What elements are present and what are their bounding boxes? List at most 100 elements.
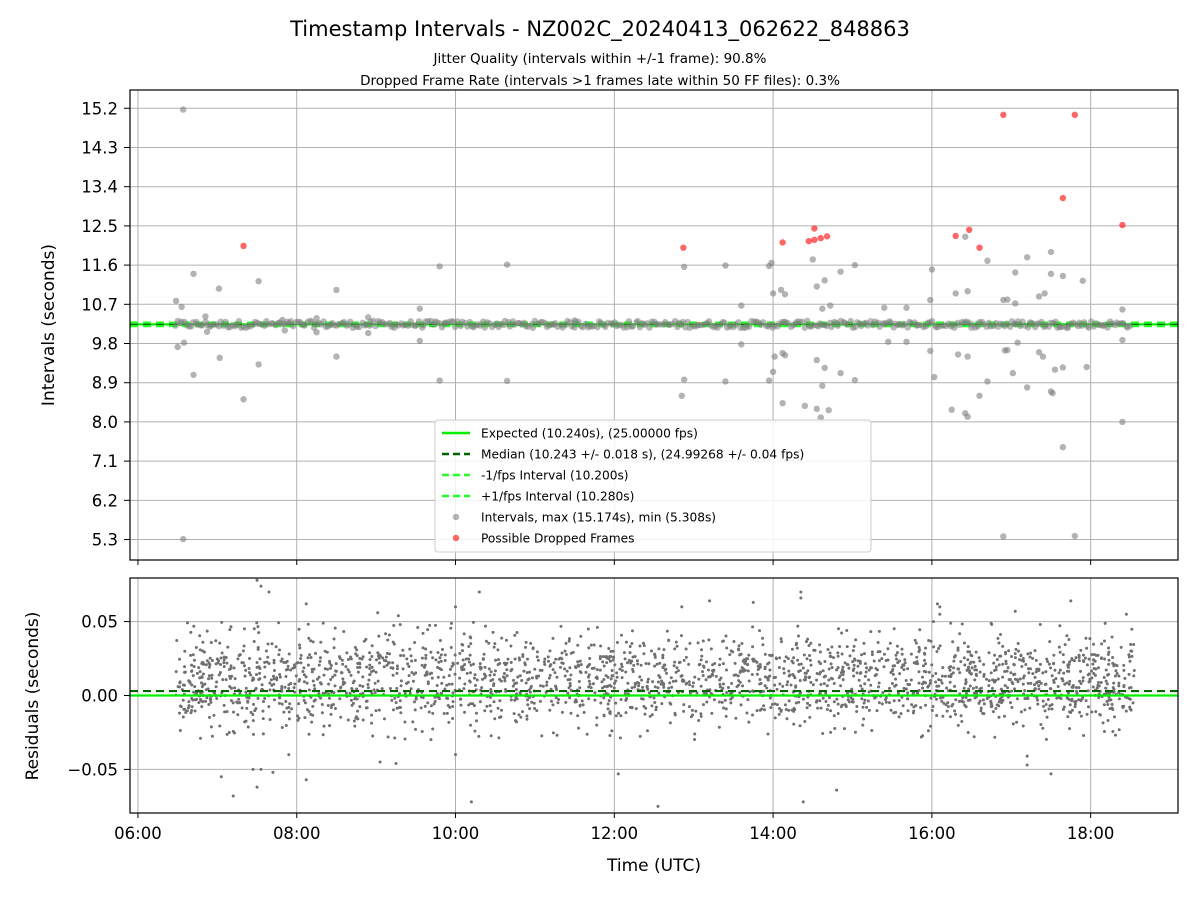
residual-point <box>304 602 308 606</box>
residual-point <box>1021 682 1025 686</box>
residual-point <box>321 733 325 737</box>
residual-point <box>543 662 547 666</box>
residual-point <box>611 674 615 678</box>
residual-point <box>333 684 337 688</box>
residual-point <box>911 711 915 715</box>
residual-point <box>370 713 374 717</box>
residual-point <box>409 687 413 691</box>
interval-point <box>436 263 443 270</box>
residual-point <box>548 708 552 712</box>
residual-point <box>962 656 966 660</box>
residual-point <box>866 699 870 703</box>
residual-point <box>555 675 559 679</box>
residual-point <box>545 680 549 684</box>
residual-point <box>429 738 433 742</box>
residual-point <box>1026 652 1030 656</box>
residual-point <box>848 654 852 658</box>
interval-point <box>813 356 820 364</box>
residual-point <box>268 688 272 692</box>
residual-point <box>682 679 686 683</box>
x-axis-label: Time (UTC) <box>606 856 701 876</box>
residual-point <box>371 669 375 673</box>
residual-point <box>758 682 762 686</box>
interval-point <box>771 353 778 360</box>
residual-point <box>531 646 535 650</box>
residual-point <box>498 716 502 720</box>
residual-point <box>1016 678 1020 682</box>
residual-point <box>992 669 996 673</box>
residual-point <box>1017 649 1021 653</box>
residual-point <box>739 652 743 656</box>
residual-point <box>312 699 316 703</box>
residual-point <box>467 660 471 664</box>
interval-point <box>837 268 844 275</box>
residual-point <box>403 737 407 741</box>
residual-point <box>453 672 457 676</box>
residual-point <box>1026 681 1030 685</box>
residual-point <box>1044 670 1048 674</box>
residual-point <box>623 657 627 661</box>
residual-point <box>998 633 1002 637</box>
residual-point <box>430 676 434 680</box>
residual-point <box>1081 653 1085 657</box>
interval-point <box>903 304 910 311</box>
interval-point <box>1035 349 1043 356</box>
residual-point <box>568 677 572 681</box>
residual-point <box>516 675 520 679</box>
residual-point <box>1023 708 1027 712</box>
residual-point <box>808 658 812 662</box>
residual-point <box>223 710 227 714</box>
residual-point <box>896 661 900 665</box>
residual-point <box>1049 666 1053 670</box>
residual-point <box>954 698 958 702</box>
residual-point <box>1094 667 1098 671</box>
residual-point <box>625 697 629 701</box>
residual-point <box>855 710 859 714</box>
residual-point <box>804 675 808 679</box>
residual-point <box>965 668 969 672</box>
residual-point <box>207 715 211 719</box>
residual-point <box>795 641 799 645</box>
residual-point <box>355 687 359 691</box>
residual-point <box>540 734 544 738</box>
residual-point <box>921 686 925 690</box>
residual-point <box>218 670 222 674</box>
residual-point <box>1107 672 1111 676</box>
residual-point <box>436 651 440 655</box>
residual-point <box>1062 671 1066 675</box>
residual-point <box>790 647 794 651</box>
residual-point <box>407 674 411 678</box>
residual-point <box>614 714 618 718</box>
residual-point <box>1093 673 1097 677</box>
residual-point <box>784 655 788 659</box>
residual-point <box>665 629 669 633</box>
interval-point <box>203 328 211 335</box>
residual-point <box>355 654 359 658</box>
residual-point <box>560 651 564 655</box>
residual-point <box>824 691 828 695</box>
residual-point <box>313 651 317 655</box>
residual-point <box>238 691 242 695</box>
residual-point <box>714 674 718 678</box>
residual-point <box>210 676 214 680</box>
residual-point <box>953 684 957 688</box>
residual-point <box>230 674 234 678</box>
residual-point <box>287 686 291 690</box>
residual-point <box>297 627 301 631</box>
residual-point <box>953 654 957 658</box>
residual-point <box>619 633 623 637</box>
residual-point <box>229 625 233 629</box>
residual-point <box>1053 668 1057 672</box>
residual-point <box>835 788 839 792</box>
residual-point <box>602 664 606 668</box>
residual-point <box>1058 668 1062 672</box>
residual-point <box>558 656 562 660</box>
interval-point <box>372 322 379 330</box>
residual-point <box>598 657 602 661</box>
residual-point <box>473 673 477 677</box>
residual-point <box>215 697 219 701</box>
residual-point <box>533 706 537 710</box>
residual-point <box>956 648 960 652</box>
residual-point <box>579 671 583 675</box>
residual-point <box>975 685 979 689</box>
